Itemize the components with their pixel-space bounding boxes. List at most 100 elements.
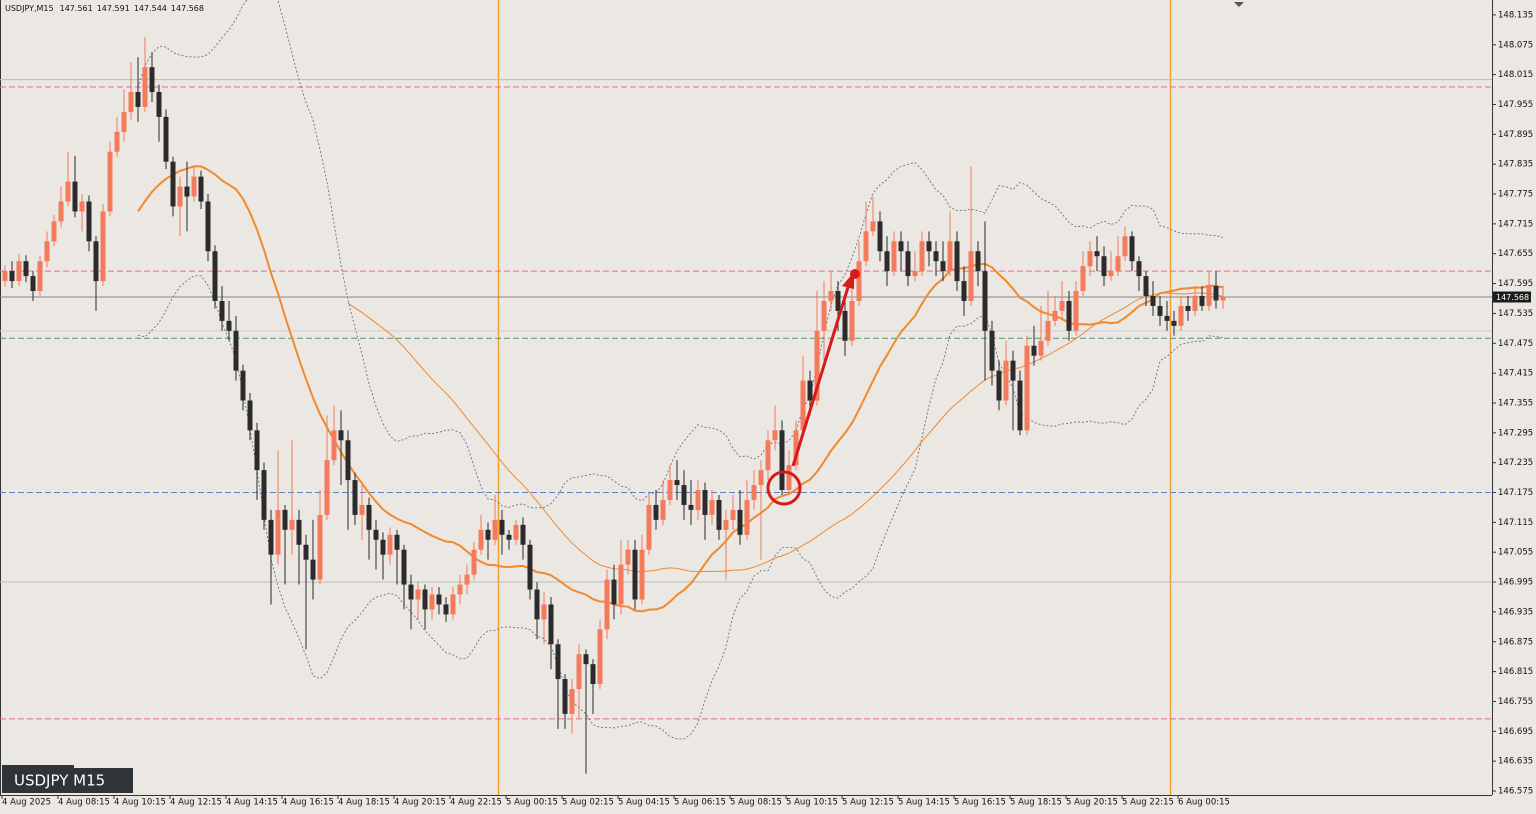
candle-body bbox=[723, 519, 729, 530]
x-tick-label: 6 Aug 00:15 bbox=[1178, 798, 1230, 808]
candles bbox=[2, 37, 1226, 774]
candle-body bbox=[429, 594, 435, 610]
candle-body bbox=[681, 485, 687, 505]
annotation bbox=[766, 269, 860, 506]
candle-body bbox=[1045, 320, 1051, 341]
candle-body bbox=[86, 201, 92, 242]
candle-body bbox=[597, 629, 603, 685]
candle-body bbox=[674, 480, 680, 486]
y-tick-label: 147.535 bbox=[1498, 309, 1533, 319]
x-tick-label: 4 Aug 20:15 bbox=[394, 798, 446, 808]
candle-body bbox=[835, 291, 841, 311]
candle-body bbox=[660, 499, 666, 520]
y-tick-label: 147.895 bbox=[1498, 130, 1533, 140]
candle-body bbox=[282, 509, 288, 530]
candle-body bbox=[233, 330, 239, 371]
candle-body bbox=[387, 534, 393, 555]
candle-body bbox=[492, 519, 498, 540]
y-tick-label: 148.135 bbox=[1498, 10, 1533, 20]
candle-body bbox=[450, 594, 456, 615]
x-tick-label: 4 Aug 16:15 bbox=[282, 798, 334, 808]
candle-body bbox=[37, 261, 43, 292]
levels bbox=[0, 79, 1492, 720]
candle-body bbox=[1087, 251, 1093, 267]
candle-body bbox=[415, 589, 421, 600]
x-tick-label: 4 Aug 14:15 bbox=[226, 798, 278, 808]
candle-body bbox=[1178, 305, 1184, 326]
candle-body bbox=[401, 549, 407, 585]
symbol-header: USDJPY,M15 147.561 147.591 147.544 147.568 bbox=[5, 4, 204, 13]
candle-body bbox=[345, 440, 351, 481]
candle-body bbox=[1038, 340, 1044, 356]
candle-body bbox=[1150, 296, 1156, 306]
candle-body bbox=[51, 221, 57, 242]
axes: 148.135 148.075 148.015 147.955 147.895 147.8… bbox=[1, 10, 1533, 808]
candle-body bbox=[1059, 300, 1065, 311]
candle-body bbox=[807, 380, 813, 401]
y-tick-label: 146.755 bbox=[1498, 697, 1533, 707]
candle-body bbox=[331, 430, 337, 461]
candle-body bbox=[471, 549, 477, 575]
y-tick-label: 146.875 bbox=[1498, 637, 1533, 647]
symbol-label: USDJPY M15 bbox=[14, 772, 105, 790]
candle-body bbox=[156, 92, 162, 117]
candle-body bbox=[821, 300, 827, 331]
candle-body bbox=[275, 509, 281, 555]
candle-body bbox=[898, 241, 904, 252]
candle-body bbox=[751, 485, 757, 500]
candle-body bbox=[716, 499, 722, 530]
y-tick-label: 146.935 bbox=[1498, 607, 1533, 617]
candle-body bbox=[856, 261, 862, 301]
x-tick-label: 5 Aug 10:15 bbox=[786, 798, 838, 808]
y-tick-label: 146.995 bbox=[1498, 578, 1533, 588]
candle-body bbox=[177, 186, 183, 207]
candle-body bbox=[744, 499, 750, 535]
y-tick-label: 146.695 bbox=[1498, 727, 1533, 737]
candle-body bbox=[408, 584, 414, 600]
candle-body bbox=[604, 579, 610, 630]
candle-body bbox=[1101, 256, 1107, 277]
candle-body bbox=[786, 465, 792, 491]
candle-body bbox=[261, 470, 267, 520]
candle-body bbox=[618, 564, 624, 605]
y-tick-label: 147.295 bbox=[1498, 428, 1533, 438]
candle-body bbox=[380, 539, 386, 555]
candle-body bbox=[352, 480, 358, 515]
y-tick-label: 148.015 bbox=[1498, 70, 1533, 80]
shift-marker bbox=[1234, 2, 1244, 7]
x-tick-label: 4 Aug 10:15 bbox=[114, 798, 166, 808]
bollinger-upper bbox=[137, 0, 1224, 509]
candle-body bbox=[940, 261, 946, 272]
x-tick-label: 5 Aug 06:15 bbox=[674, 798, 726, 808]
candle-body bbox=[79, 201, 85, 212]
candle-body bbox=[534, 589, 540, 620]
candle-body bbox=[548, 604, 554, 645]
candle-body bbox=[1185, 305, 1191, 311]
candle-body bbox=[107, 151, 113, 212]
x-tick-label: 4 Aug 08:15 bbox=[58, 798, 110, 808]
candle-body bbox=[513, 524, 519, 540]
candle-body bbox=[317, 514, 323, 580]
candle-body bbox=[891, 241, 897, 272]
candle-body bbox=[198, 176, 204, 202]
candle-body bbox=[121, 111, 127, 132]
candle-body bbox=[1066, 300, 1072, 331]
candle-body bbox=[240, 370, 246, 401]
candle-body bbox=[149, 67, 155, 93]
candle-body bbox=[1010, 360, 1016, 381]
candle-body bbox=[2, 271, 8, 282]
candle-body bbox=[688, 504, 694, 510]
candle-body bbox=[296, 519, 302, 545]
candle-body bbox=[877, 221, 883, 252]
y-tick-label: 147.055 bbox=[1498, 548, 1533, 558]
candle-body bbox=[667, 480, 673, 500]
candle-body bbox=[394, 534, 400, 550]
candle-body bbox=[527, 544, 533, 590]
candle-body bbox=[737, 509, 743, 535]
header-close: 147.568 bbox=[171, 4, 204, 13]
indicators bbox=[137, 0, 1224, 740]
y-tick-label: 148.075 bbox=[1498, 40, 1533, 50]
candle-body bbox=[1024, 345, 1030, 431]
symbol-label-box bbox=[2, 768, 133, 793]
